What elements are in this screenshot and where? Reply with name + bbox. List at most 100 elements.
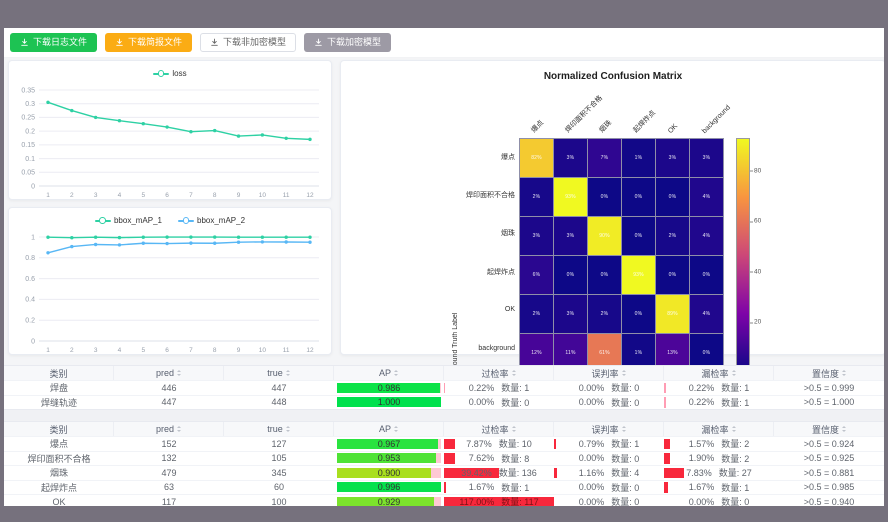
svg-text:0.1: 0.1 [25, 156, 35, 163]
ap-cell: 0.953 [334, 452, 444, 466]
column-header-误判率[interactable]: 误判率 [554, 366, 664, 380]
legend-item-loss[interactable]: loss [153, 69, 187, 78]
cm-cell: 3% [656, 139, 689, 177]
column-header-AP[interactable]: AP [334, 366, 444, 380]
colorbar-tick: 40 [749, 268, 762, 276]
over-rate-cell: 0.00% 数量: 0 [468, 397, 530, 408]
svg-text:2: 2 [70, 347, 74, 354]
miss-rate-cell: 1.57% 数量: 2 [664, 437, 774, 451]
confusion-matrix-card: Normalized Confusion Matrix Ground Truth… [340, 60, 884, 385]
true-cell: 100 [271, 496, 287, 506]
svg-text:0.15: 0.15 [21, 142, 35, 149]
cm-cell: 90% [588, 217, 621, 255]
misjudge-rate-cell: 0.00% 数量: 0 [578, 397, 640, 408]
cm-cell: 0% [656, 256, 689, 294]
svg-text:10: 10 [259, 347, 267, 354]
ap-cell: 0.900 [334, 466, 444, 480]
pred-cell: 446 [161, 382, 177, 393]
download-icon [315, 38, 322, 46]
table-header-row: 类别 pred true AP 过检率 误判率 漏检率 置信度 [4, 366, 884, 380]
miss-rate-cell: 0.00% 数量: 0 [688, 496, 750, 506]
sort-icon[interactable] [842, 370, 846, 376]
sort-icon[interactable] [394, 370, 398, 376]
column-header-置信度[interactable]: 置信度 [774, 366, 884, 380]
svg-text:0.3: 0.3 [25, 101, 35, 108]
sort-icon[interactable] [842, 426, 846, 432]
true-cell: 345 [271, 467, 287, 478]
cm-cell: 82% [520, 139, 553, 177]
confidence-cell: >0.5 = 0.925 [803, 453, 855, 464]
sort-icon[interactable] [731, 370, 736, 376]
map-chart-card: bbox_mAP_1 bbox_mAP_2 0 0.2 0.4 0.6 0.8 1 1 2 3 4… [8, 207, 332, 355]
misjudge-rate-cell: 0.79% 数量: 1 [554, 437, 664, 451]
miss-rate-cell: 1.67% 数量: 1 [664, 481, 774, 495]
column-header-过检率[interactable]: 过检率 [444, 422, 554, 436]
pred-cell: 152 [161, 438, 177, 449]
cm-cell: 7% [588, 139, 621, 177]
sort-icon[interactable] [394, 426, 398, 432]
sort-icon[interactable] [511, 370, 516, 376]
cm-colorbar: 020406080 [736, 82, 774, 377]
ap-cell: 0.986 [334, 381, 444, 395]
column-header-AP[interactable]: AP [334, 422, 444, 436]
download-log-button[interactable]: 下载日志文件 [10, 33, 98, 52]
column-header-过检率[interactable]: 过检率 [444, 366, 554, 380]
cm-cell: 0% [656, 178, 689, 216]
column-header-漏检率[interactable]: 漏检率 [664, 366, 774, 380]
svg-text:0: 0 [31, 338, 35, 345]
download-report-button[interactable]: 下载简报文件 [105, 33, 193, 52]
download-encrypted-model-button[interactable]: 下载加密模型 [304, 33, 392, 52]
cm-cell: 0% [588, 256, 621, 294]
column-header-pred[interactable]: pred [114, 422, 224, 436]
cm-cell: 4% [690, 217, 723, 255]
colorbar-ticks: 020406080 [749, 138, 774, 377]
svg-text:0.8: 0.8 [25, 255, 35, 262]
confusion-matrix-title: Normalized Confusion Matrix [543, 71, 683, 82]
sort-icon[interactable] [285, 426, 290, 432]
svg-text:8: 8 [213, 192, 217, 199]
legend-item-bbox-map-2[interactable]: bbox_mAP_2 [178, 216, 245, 225]
column-header-置信度[interactable]: 置信度 [774, 422, 884, 436]
cm-cell: 2% [520, 295, 553, 333]
true-cell: 127 [271, 438, 287, 449]
column-header-pred[interactable]: pred [114, 366, 224, 380]
colorbar-tick: 20 [749, 318, 762, 326]
table-row: 烟珠 479 345 0.900 39.42% 数量: 136 1.16% 数量: 4 7.83… [4, 465, 884, 480]
column-header-漏检率[interactable]: 漏检率 [664, 422, 774, 436]
sort-icon[interactable] [177, 426, 181, 432]
cm-column-labels: 爆点 焊印面积不合格 烟珠 起焊炸点 OK background [519, 82, 732, 138]
sort-icon[interactable] [621, 370, 626, 376]
column-header-误判率[interactable]: 误判率 [554, 422, 664, 436]
table-row: 焊缝轨迹 447 448 1.000 0.00% 数量: 0 0.00% 数量: 0 0.22%… [4, 394, 884, 410]
column-header-true[interactable]: true [224, 422, 334, 436]
column-header-true[interactable]: true [224, 366, 334, 380]
sort-icon[interactable] [177, 370, 181, 376]
svg-text:0.2: 0.2 [25, 128, 35, 135]
cm-column-label: OK [667, 122, 680, 135]
cm-column-label: background [701, 104, 732, 135]
legend-label: bbox_mAP_1 [113, 216, 162, 225]
confidence-cell: >0.5 = 0.985 [803, 482, 855, 493]
true-cell: 105 [271, 453, 287, 464]
class-cell: 焊缝轨迹 [40, 397, 77, 408]
misjudge-rate-cell: 1.16% 数量: 4 [554, 466, 664, 480]
sort-icon[interactable] [511, 426, 516, 432]
cm-cell: 3% [554, 139, 587, 177]
svg-text:5: 5 [141, 347, 145, 354]
sort-icon[interactable] [731, 426, 736, 432]
legend-item-bbox-map-1[interactable]: bbox_mAP_1 [94, 216, 162, 225]
over-rate-cell: 1.67% 数量: 1 [444, 481, 554, 495]
cm-cell: 3% [554, 295, 587, 333]
ap-cell: 0.996 [334, 481, 444, 495]
svg-text:0: 0 [31, 183, 35, 190]
cm-cell: 4% [690, 178, 723, 216]
cm-cell: 3% [520, 217, 553, 255]
cm-cell: 93% [554, 178, 587, 216]
class-cell: 烟珠 [49, 468, 68, 479]
sort-icon[interactable] [285, 370, 290, 376]
download-icon [211, 38, 218, 46]
download-unencrypted-model-button[interactable]: 下载非加密模型 [200, 33, 297, 52]
sort-icon[interactable] [621, 426, 626, 432]
colorbar-tick: 60 [749, 217, 762, 225]
cm-row-labels: 爆点 焊印面积不合格 烟珠 起焊炸点 OK background [459, 82, 519, 367]
